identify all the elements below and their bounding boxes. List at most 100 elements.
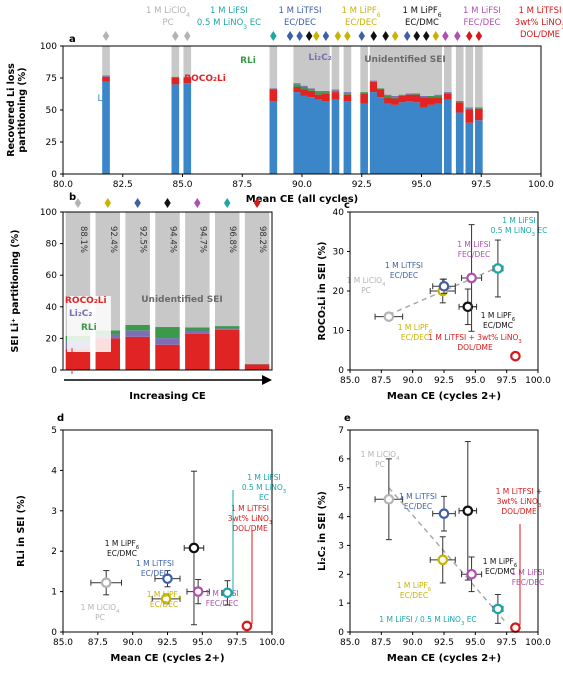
- bar-segment: [322, 92, 330, 94]
- label-rli: RLi: [81, 323, 97, 333]
- bar-segment: [369, 81, 378, 93]
- bar-segment: [384, 94, 392, 96]
- bar-segment: [307, 88, 316, 90]
- electrolyte-diamond: [305, 31, 313, 41]
- electrolyte-diamond: [270, 31, 277, 41]
- y-tick-label: 80: [46, 240, 58, 250]
- bar-segment: [465, 122, 474, 174]
- bar-segment: [331, 92, 340, 100]
- ce-label: 98.2%: [257, 226, 267, 253]
- bar-segment: [434, 103, 443, 174]
- x-tick-label: 85.0: [172, 180, 192, 190]
- bar-segment: [185, 333, 210, 370]
- bar-segment: [331, 46, 340, 90]
- x-axis-label: Mean CE (cycles 2+): [387, 391, 501, 402]
- point-label: FEC/DEC: [206, 599, 239, 608]
- y-tick-label: 5: [51, 426, 57, 436]
- ce-label: 96.8%: [227, 226, 237, 253]
- point-label: 1 M LiClO4: [361, 450, 401, 462]
- bar-segment: [244, 364, 270, 370]
- bar-segment: [269, 101, 278, 174]
- x-tick-label: 90.0: [123, 638, 143, 648]
- data-point: [510, 350, 521, 362]
- electrolyte-diamond: [223, 198, 231, 208]
- bar-segment: [343, 92, 352, 94]
- electrolyte-diamond: [413, 31, 420, 41]
- bar-segment: [331, 99, 340, 174]
- point-label: DOL/DME: [501, 507, 537, 516]
- bar-segment: [391, 98, 400, 105]
- bar-segment: [102, 76, 110, 82]
- bar-segment: [307, 90, 316, 98]
- electrolyte-diamond: [466, 31, 473, 41]
- label-li2c2: Li₂C₂: [308, 53, 331, 63]
- x-axis-label: Increasing CE: [129, 391, 206, 402]
- point-label: 1 M LiPF6: [398, 323, 433, 335]
- x-tick-label: 95.0: [465, 638, 485, 648]
- data-point: [492, 263, 504, 274]
- bar-segment: [377, 89, 385, 98]
- y-axis-label: ROCO₂Li in SEI (%): [317, 242, 328, 341]
- y-tick-label: 3: [51, 507, 57, 517]
- panel-letter: b: [69, 192, 76, 203]
- bar-segment: [465, 107, 474, 109]
- electrolyte-diamond: [344, 31, 351, 41]
- bar-segment: [475, 107, 483, 109]
- trend-line: [388, 266, 499, 316]
- bar-segment: [369, 46, 378, 81]
- bar-segment: [412, 93, 421, 95]
- bar-segment: [155, 327, 180, 339]
- bar-segment: [300, 85, 309, 87]
- point-label: 0.5 M LiNO3: [242, 483, 286, 495]
- bar-segment: [314, 90, 323, 93]
- x-tick-label: 100.0: [259, 638, 285, 648]
- bar-segment: [420, 107, 428, 174]
- ce-label: 94.4%: [168, 226, 178, 253]
- x-tick-label: 92.5: [434, 638, 454, 648]
- panel-a: 80.0 82.5 85.0 87.5 90.0 92.5 95.0 97.5 100.0 0 25…: [6, 34, 554, 205]
- legend-entry-line: DOL/DME: [520, 30, 560, 40]
- electrolyte-diamond: [134, 198, 141, 208]
- y-axis-label: Recovered Li losspartitioning (%): [6, 63, 28, 157]
- bar-segment: [343, 93, 352, 95]
- point-label: EC: [259, 493, 269, 502]
- data-point: [383, 311, 395, 322]
- bar-segment: [391, 97, 400, 99]
- y-tick-label: 100: [40, 42, 57, 52]
- y-tick-label: 1: [338, 599, 344, 609]
- bar-segment: [314, 94, 323, 100]
- y-tick-label: 20: [46, 334, 58, 344]
- bar-segment: [300, 86, 309, 90]
- bar-segment: [405, 94, 414, 102]
- data-point: [462, 505, 474, 517]
- point-label: 3wt% LiNO3: [228, 514, 272, 526]
- x-tick-label: 90.0: [403, 376, 423, 386]
- data-point: [222, 587, 233, 599]
- bar-segment: [155, 212, 180, 328]
- point-label: EC/DEC: [400, 591, 428, 600]
- bar-segment: [214, 212, 240, 327]
- point-label: 1 M LiPF6: [397, 581, 432, 593]
- bar-segment: [377, 46, 385, 89]
- y-tick-label: 2: [338, 570, 344, 580]
- data-point: [188, 542, 200, 554]
- point-label: 0.5 M LiNO3 EC: [491, 226, 548, 238]
- bar-segment: [214, 329, 240, 370]
- point-label: DOL/DME: [457, 343, 493, 352]
- y-tick-label: 10: [333, 327, 345, 337]
- bar-segment: [307, 46, 316, 89]
- bar-segment: [455, 112, 464, 174]
- legend-entry-line: 3wt% LiNO3: [515, 18, 563, 31]
- electrolyte-diamond: [358, 31, 365, 41]
- label-roco2li: ROCO₂Li: [184, 74, 226, 84]
- point-label: EC/DEC: [390, 271, 418, 280]
- bar-segment: [331, 89, 340, 91]
- legend-entry-line: 0.5 M LiNO3 EC: [197, 18, 261, 31]
- electrolyte-diamond: [454, 31, 461, 41]
- bar-segment: [171, 78, 180, 85]
- legend-entry-line: 1 M LiTFSI: [278, 6, 321, 16]
- y-tick-label: 40: [46, 303, 58, 313]
